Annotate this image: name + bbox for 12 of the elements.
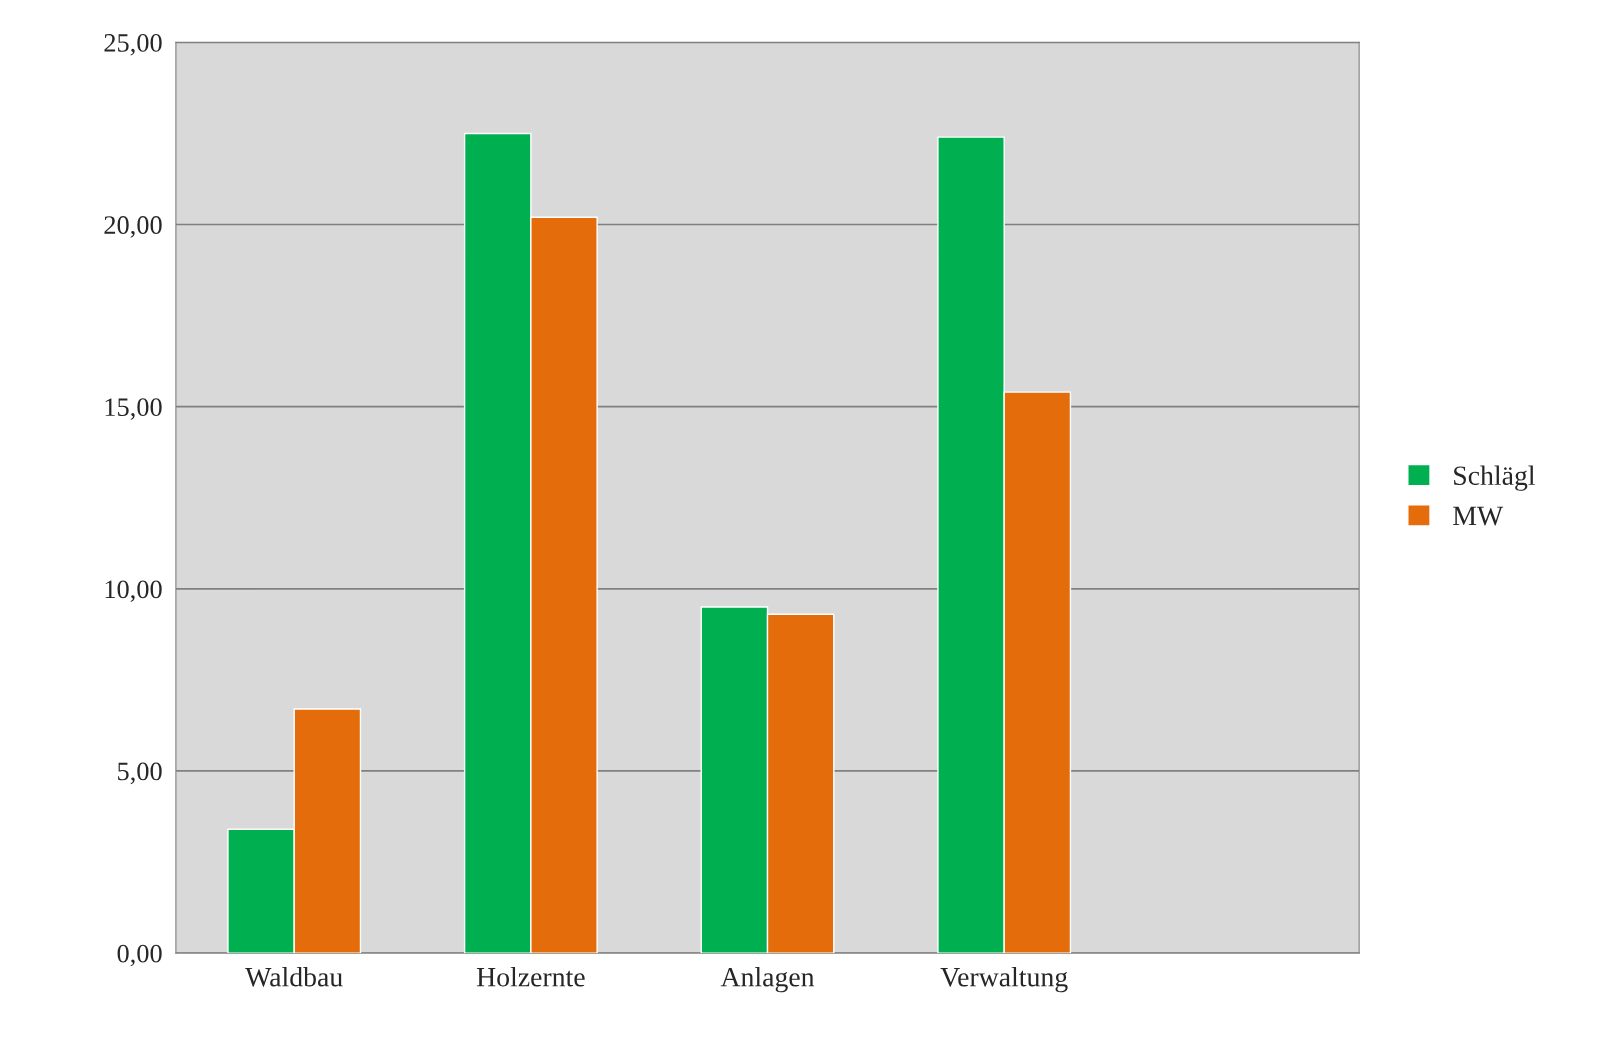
y-tick-label: 10,00 [105, 580, 162, 603]
x-tick-label: Holzernte [476, 966, 585, 987]
x-tick-label: Verwaltung [940, 966, 1068, 993]
y-tick-label: 20,00 [104, 216, 162, 238]
x-tick-label: Waldbau [245, 966, 343, 987]
x-tick-label: Anlagen [720, 966, 815, 993]
y-tick-label: 15,00 [105, 398, 162, 420]
legend-label: Schlägl [1454, 465, 1536, 491]
y-tick-label: 5,00 [118, 762, 162, 785]
legend-label: MW [1453, 506, 1504, 526]
y-tick-label: 25,00 [104, 33, 162, 56]
y-tick-label: 0,00 [117, 944, 162, 967]
